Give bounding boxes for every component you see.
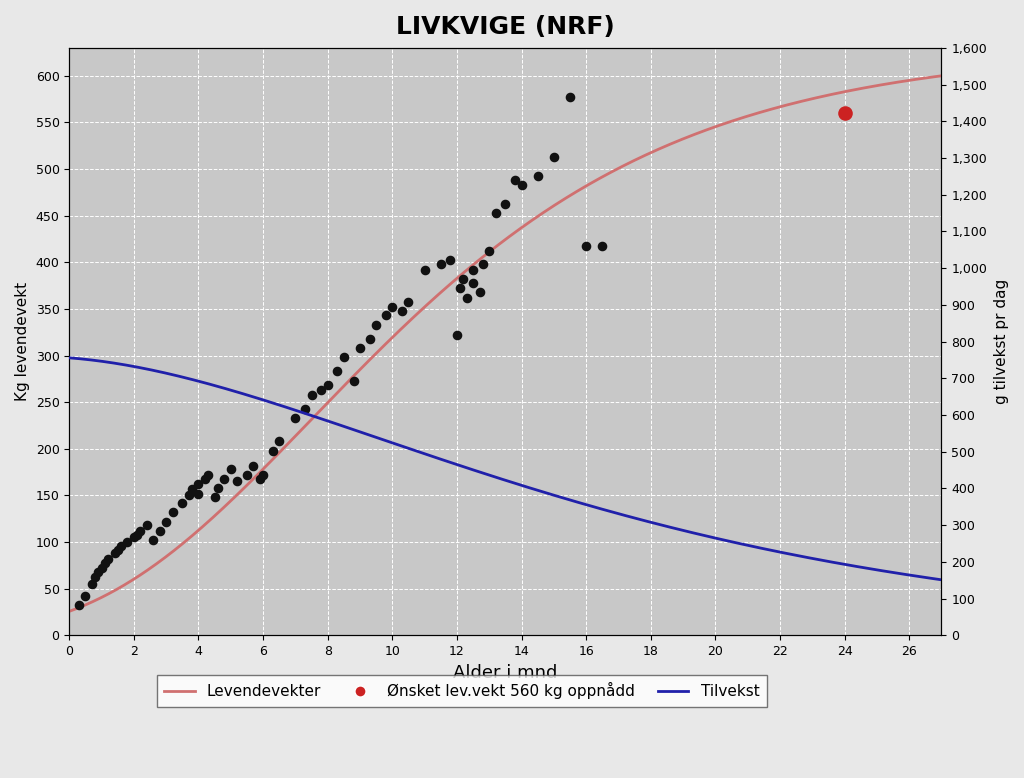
Point [452, 282, 468, 295]
Point [165, 506, 181, 518]
Point [264, 444, 281, 457]
Point [158, 515, 174, 527]
Point [432, 258, 449, 271]
Point [378, 310, 394, 322]
Legend: Levendevekter, Ønsket lev.vekt 560 kg oppnådd, Tilvekst: Levendevekter, Ønsket lev.vekt 560 kg op… [157, 675, 767, 707]
Point [368, 318, 384, 331]
Point [197, 472, 213, 485]
Point [456, 273, 472, 286]
Point [481, 245, 498, 258]
Point [255, 468, 271, 481]
Point [207, 491, 223, 503]
Point [245, 459, 261, 471]
Point [174, 496, 190, 509]
X-axis label: Alder i mnd: Alder i mnd [454, 664, 557, 682]
Point [132, 524, 148, 537]
Point [190, 487, 207, 499]
Point [336, 351, 352, 363]
Point [345, 374, 361, 387]
Point [77, 590, 93, 602]
Point [119, 536, 135, 548]
Point [216, 472, 232, 485]
Point [513, 179, 529, 191]
Point [93, 562, 110, 574]
Point [352, 342, 369, 354]
Point [471, 286, 487, 299]
Point [138, 519, 155, 531]
Point [84, 578, 100, 591]
Point [562, 91, 579, 103]
Point [594, 240, 610, 252]
Y-axis label: Kg levendevekt: Kg levendevekt [15, 282, 30, 401]
Point [239, 468, 255, 481]
Point [87, 571, 103, 584]
Y-axis label: g tilvekst pr dag: g tilvekst pr dag [994, 279, 1009, 405]
Point [546, 151, 562, 163]
Point [145, 534, 162, 546]
Point [529, 170, 546, 182]
Point [394, 305, 411, 317]
Point [152, 524, 168, 537]
Point [110, 543, 126, 555]
Point [190, 478, 207, 490]
Title: LIVKVIGE (NRF): LIVKVIGE (NRF) [396, 15, 614, 39]
Point [329, 365, 345, 377]
Point [465, 264, 481, 276]
Point [96, 556, 113, 569]
Point [442, 254, 459, 267]
Point [113, 540, 129, 552]
Point [200, 468, 216, 481]
Point [222, 463, 239, 475]
Point [319, 379, 336, 391]
Point [837, 107, 853, 119]
Point [106, 547, 123, 559]
Point [400, 296, 417, 308]
Point [578, 240, 594, 252]
Point [507, 174, 523, 187]
Point [361, 332, 378, 345]
Point [498, 198, 514, 210]
Point [180, 489, 197, 502]
Point [313, 384, 330, 396]
Point [474, 258, 490, 271]
Point [100, 552, 117, 565]
Point [90, 566, 106, 578]
Point [126, 531, 142, 544]
Point [210, 482, 226, 494]
Point [303, 388, 319, 401]
Point [449, 329, 465, 342]
Point [384, 301, 400, 314]
Point [129, 528, 145, 541]
Point [459, 292, 475, 304]
Point [487, 207, 504, 219]
Point [297, 402, 313, 415]
Point [252, 472, 268, 485]
Point [287, 412, 303, 424]
Point [184, 482, 201, 495]
Point [71, 599, 87, 612]
Point [271, 435, 288, 447]
Point [417, 264, 433, 276]
Point [465, 277, 481, 289]
Point [229, 475, 246, 488]
